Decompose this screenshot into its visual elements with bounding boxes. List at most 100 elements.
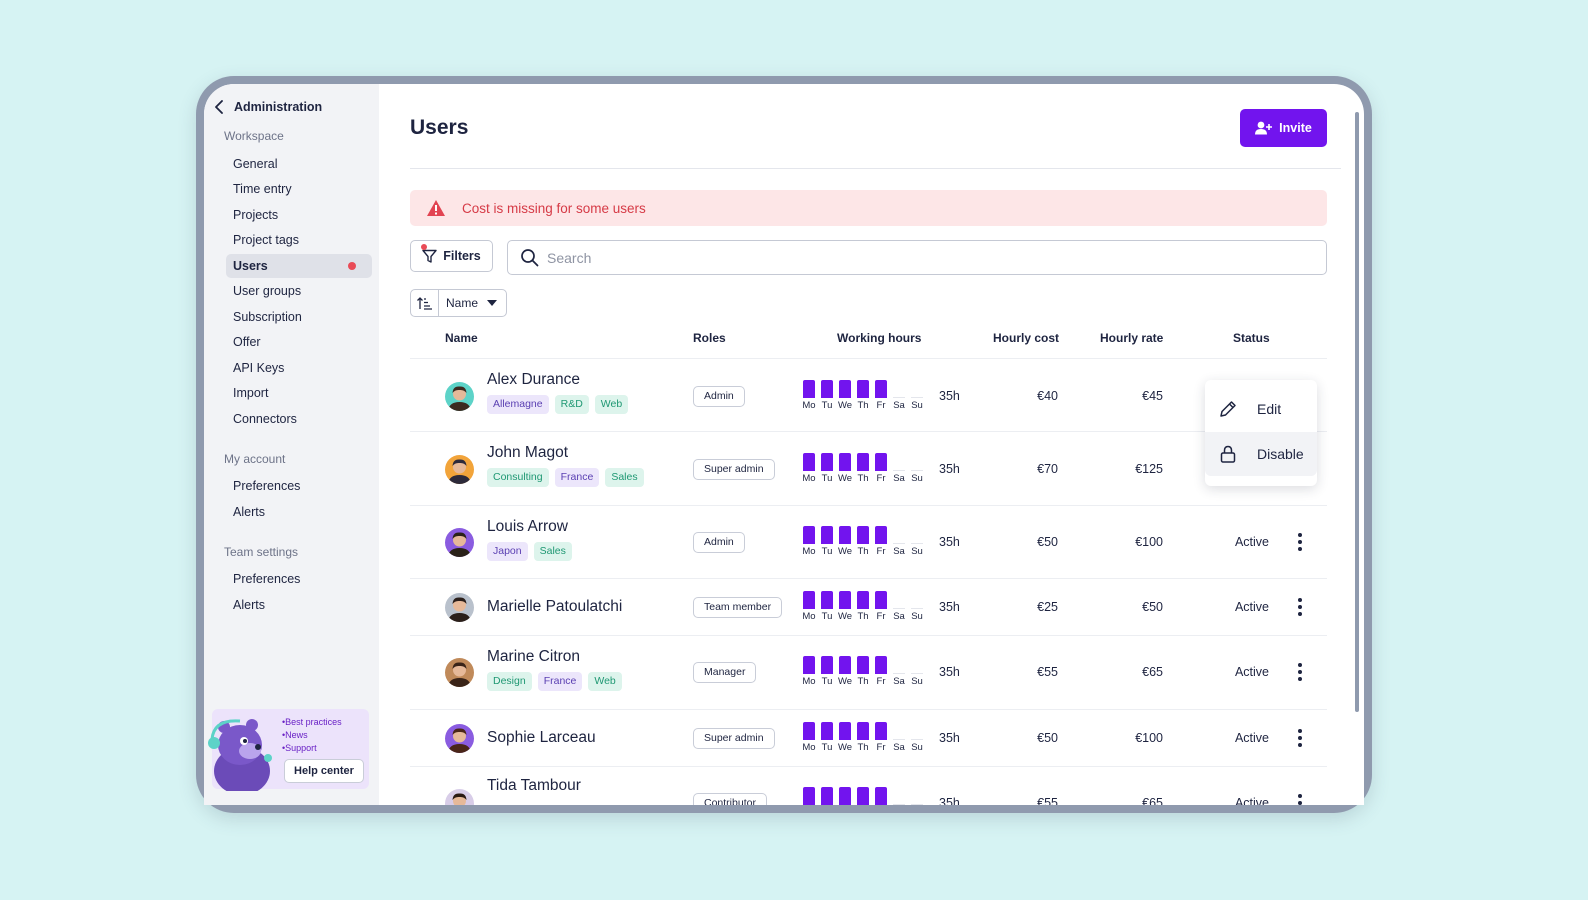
day-label: Mo xyxy=(802,546,816,557)
more-actions-icon[interactable] xyxy=(1290,726,1310,750)
help-card: •Best practices •News •Support Help cent… xyxy=(208,709,369,791)
table-row[interactable]: John Magot Consulting France Sales Super adm… xyxy=(410,431,1327,505)
help-link-best-practices[interactable]: •Best practices xyxy=(282,717,342,727)
table-row[interactable]: Alex Durance Allemagne R&D Web Admin Mo Tu We Th… xyxy=(410,358,1327,431)
more-actions-icon[interactable] xyxy=(1290,595,1310,619)
section-title-workspace: Workspace xyxy=(224,129,284,143)
invite-button[interactable]: Invite xyxy=(1240,109,1327,147)
day-bar xyxy=(893,591,905,609)
day-bar xyxy=(857,656,869,674)
day-label: Mo xyxy=(802,473,816,484)
search-input[interactable] xyxy=(547,249,1247,266)
user-name[interactable]: Louis Arrow xyxy=(487,518,568,535)
more-actions-icon[interactable] xyxy=(1290,660,1310,684)
table-row[interactable]: Marine Citron Design France Web Manager Mo Tu W… xyxy=(410,635,1327,709)
sidebar-item-api-keys[interactable]: API Keys xyxy=(233,361,285,375)
more-actions-icon[interactable] xyxy=(1290,530,1310,554)
day-label: Fr xyxy=(876,400,886,411)
table-row[interactable]: Marielle Patoulatchi Team member Mo Tu We Th F… xyxy=(410,578,1327,635)
col-header-name[interactable]: Name xyxy=(445,331,478,345)
user-tags: Japon Sales xyxy=(487,542,572,561)
sidebar-item-connectors[interactable]: Connectors xyxy=(233,412,297,426)
day-label: Th xyxy=(857,473,869,484)
sort-dropdown[interactable]: Name xyxy=(410,289,507,317)
user-name[interactable]: Tida Tambour xyxy=(487,777,581,794)
tag-badge: France xyxy=(554,468,600,487)
device-frame: Administration Workspace General Time en… xyxy=(196,76,1372,813)
hourly-cost: €25 xyxy=(1037,600,1058,614)
filters-button[interactable]: Filters xyxy=(410,240,493,272)
user-name[interactable]: Sophie Larceau xyxy=(487,729,596,746)
user-photo-icon xyxy=(448,386,471,411)
day-bar xyxy=(893,722,905,740)
day-bar xyxy=(875,656,887,674)
section-title-team-settings: Team settings xyxy=(224,545,299,559)
tag-badge: Consulting xyxy=(487,468,549,487)
table-row[interactable]: Sophie Larceau Super admin Mo Tu We Th Fr Sa Su 3… xyxy=(410,709,1327,766)
day-bar xyxy=(911,722,923,740)
back-to-administration[interactable]: Administration xyxy=(214,100,322,114)
day-label: Tu xyxy=(821,611,833,622)
help-link-support[interactable]: •Support xyxy=(282,743,317,753)
sidebar-item-project-tags[interactable]: Project tags xyxy=(233,233,300,247)
hourly-rate: €45 xyxy=(1142,389,1163,403)
sidebar-item-general[interactable]: General xyxy=(233,157,278,171)
more-actions-icon[interactable] xyxy=(1290,791,1310,805)
day-bar xyxy=(911,453,923,471)
day-label: Sa xyxy=(893,473,905,484)
user-name[interactable]: Alex Durance xyxy=(487,371,581,388)
help-center-button[interactable]: Help center xyxy=(284,759,364,783)
menu-item-disable[interactable]: Disable xyxy=(1205,432,1317,476)
day-bar xyxy=(821,591,833,609)
sort-label: Name xyxy=(446,296,479,310)
sidebar-item-team-alerts[interactable]: Alerts xyxy=(233,598,265,612)
help-link-news[interactable]: •News xyxy=(282,730,308,740)
sidebar-item-import[interactable]: Import xyxy=(233,386,269,400)
day-bar xyxy=(911,526,923,544)
table-row[interactable]: Louis Arrow Japon Sales Admin Mo Tu We Th Fr Sa Su… xyxy=(410,505,1327,578)
sidebar-item-team-preferences[interactable]: Preferences xyxy=(233,572,301,586)
notification-dot xyxy=(348,262,356,270)
search-box xyxy=(507,240,1327,275)
col-header-roles[interactable]: Roles xyxy=(693,331,726,345)
user-name[interactable]: Marielle Patoulatchi xyxy=(487,598,623,615)
day-bar xyxy=(875,526,887,544)
user-name[interactable]: John Magot xyxy=(487,444,568,461)
day-label: Tu xyxy=(821,676,833,687)
hourly-rate: €100 xyxy=(1135,731,1163,745)
day-bar xyxy=(857,787,869,805)
hourly-rate: €100 xyxy=(1135,535,1163,549)
sidebar-item-projects[interactable]: Projects xyxy=(233,208,279,222)
day-bar xyxy=(839,526,851,544)
status-text: Active xyxy=(1234,600,1269,614)
col-header-hourly-rate[interactable]: Hourly rate xyxy=(1100,331,1164,345)
sidebar-item-subscription[interactable]: Subscription xyxy=(233,310,302,324)
sidebar-item-my-alerts[interactable]: Alerts xyxy=(233,505,265,519)
day-bar xyxy=(911,787,923,805)
scrollbar[interactable] xyxy=(1355,112,1359,712)
col-header-status[interactable]: Status xyxy=(1233,331,1270,345)
col-header-working-hours[interactable]: Working hours xyxy=(837,331,922,345)
sidebar-item-offer[interactable]: Offer xyxy=(233,335,261,349)
sidebar-item-user-groups[interactable]: User groups xyxy=(233,284,302,298)
sidebar-item-time-entry[interactable]: Time entry xyxy=(233,182,292,196)
day-label: We xyxy=(837,400,853,411)
menu-item-label: Disable xyxy=(1257,446,1304,462)
col-header-hourly-cost[interactable]: Hourly cost xyxy=(993,331,1060,345)
day-label: We xyxy=(837,473,853,484)
day-label: Tu xyxy=(821,546,833,557)
day-label: Su xyxy=(911,676,923,687)
day-label: Sa xyxy=(893,400,905,411)
user-name[interactable]: Marine Citron xyxy=(487,648,581,665)
day-label: Th xyxy=(857,546,869,557)
sidebar-item-my-preferences[interactable]: Preferences xyxy=(233,479,301,493)
app-window: Administration Workspace General Time en… xyxy=(204,84,1364,805)
sort-direction-toggle[interactable] xyxy=(411,290,439,316)
menu-item-edit[interactable]: Edit xyxy=(1205,387,1317,431)
day-label: Th xyxy=(857,400,869,411)
sidebar-item-users[interactable]: Users xyxy=(226,254,372,278)
